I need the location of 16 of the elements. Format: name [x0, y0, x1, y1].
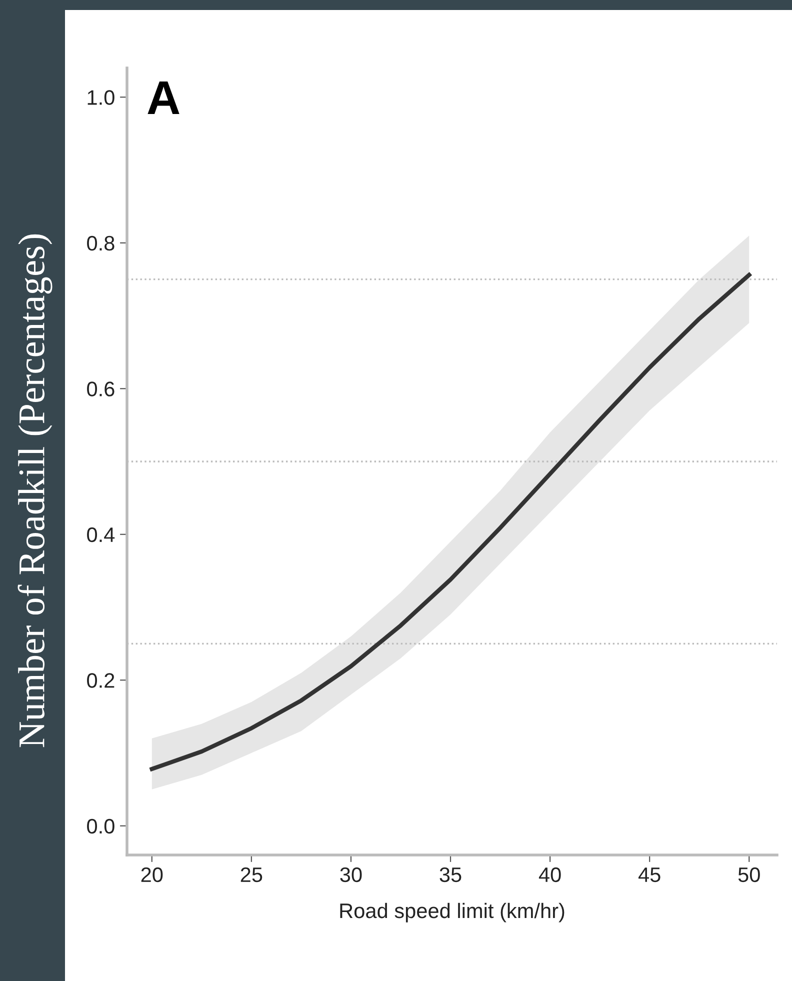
y-tick-label: 0.2 [87, 673, 114, 688]
y-tick-label: 0.8 [87, 236, 114, 251]
x-tick-label: 50 [738, 867, 760, 882]
x-tick-label: 45 [638, 868, 660, 882]
x-axis-title: Road speed limit (km/hr) [340, 902, 564, 922]
x-tick-label: 20 [141, 867, 163, 882]
y-tick-label: 0.6 [87, 382, 114, 396]
y-tick-label: 1.0 [88, 90, 114, 105]
x-tick-label: 35 [440, 867, 462, 882]
x-tick-label: 25 [240, 867, 262, 882]
y-tick-label: 0.0 [87, 818, 114, 834]
annotation: A [148, 82, 180, 114]
x-tick-label: 30 [340, 867, 362, 882]
x-tick-label: 40 [538, 867, 561, 882]
y-tick-label: 0.4 [87, 527, 115, 542]
y-axis-title: Number of Roadkill (Percentages) [18, 234, 52, 748]
